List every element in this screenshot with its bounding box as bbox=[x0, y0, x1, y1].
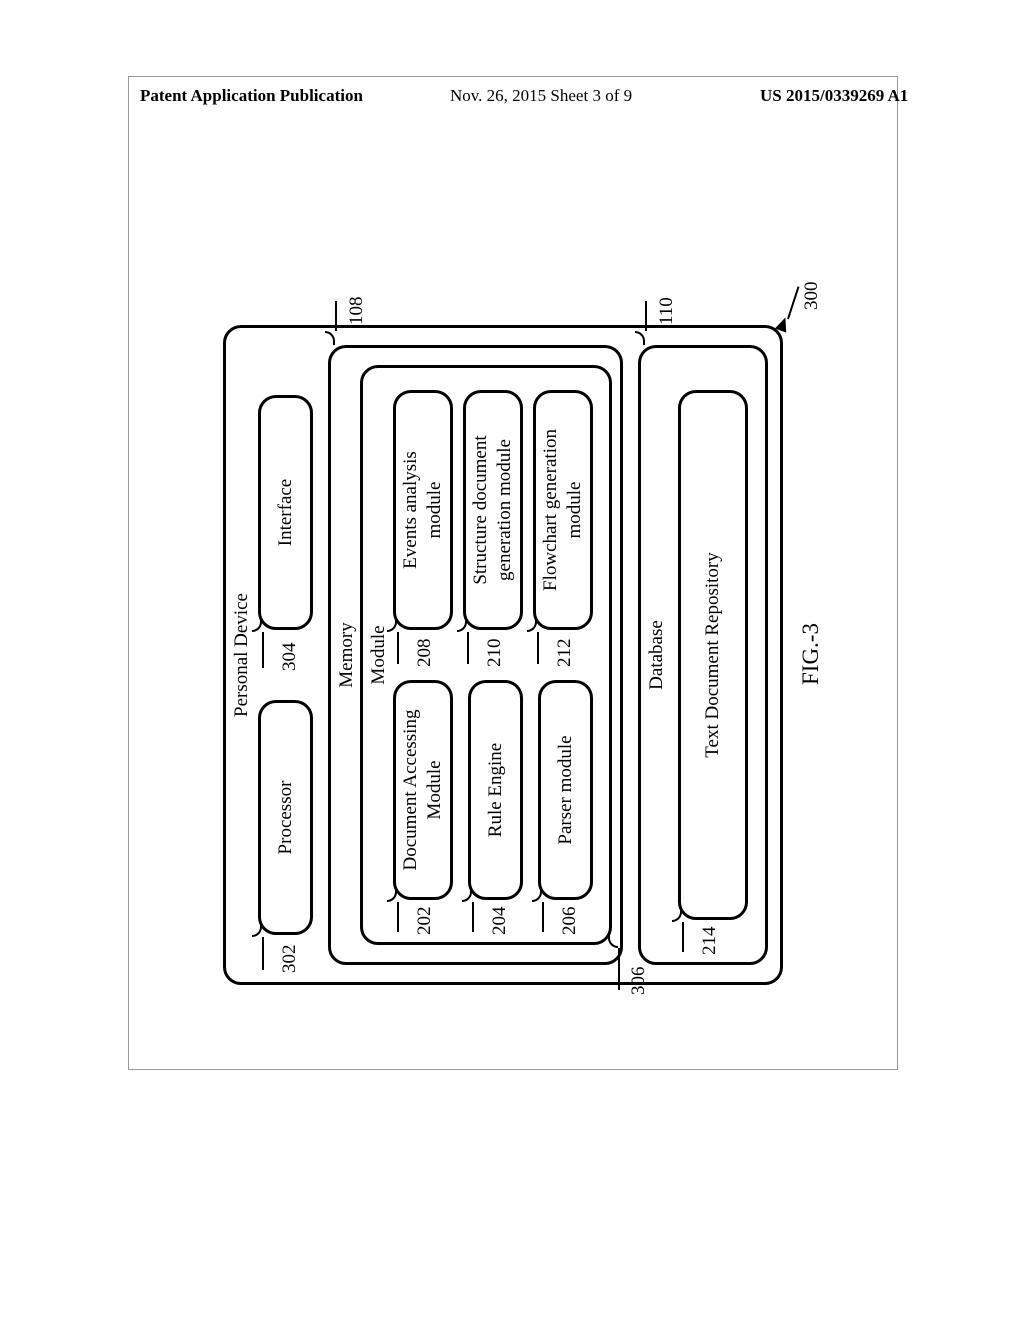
ref-interface: 304 bbox=[279, 643, 301, 672]
box-flowchart-gen: Flowchart generation module bbox=[533, 390, 593, 630]
leader-db bbox=[645, 301, 647, 331]
ref-flowchart-gen: 212 bbox=[554, 639, 576, 668]
header-center: Nov. 26, 2015 Sheet 3 of 9 bbox=[450, 86, 632, 106]
label-personal-device: Personal Device bbox=[230, 593, 254, 717]
label-doc-access: Document Accessing Module bbox=[399, 710, 447, 871]
box-repository: Text Document Repository bbox=[678, 390, 748, 920]
leader-memory bbox=[335, 301, 337, 331]
box-rule-engine: Rule Engine bbox=[468, 680, 523, 900]
ref-parser: 206 bbox=[559, 907, 581, 936]
ref-repository: 214 bbox=[699, 927, 721, 956]
diagram-stage: Personal Device Processor 302 Interface … bbox=[128, 285, 898, 1025]
ref-arrow-300: 300 bbox=[801, 282, 823, 311]
leader-flow bbox=[537, 632, 539, 664]
leader-processor bbox=[262, 937, 264, 970]
leader-parser bbox=[542, 902, 544, 932]
label-processor: Processor bbox=[274, 781, 298, 855]
box-processor: Processor bbox=[258, 700, 313, 935]
ref-events-analysis: 208 bbox=[414, 639, 436, 668]
header-left: Patent Application Publication bbox=[140, 86, 363, 106]
header-right: US 2015/0339269 A1 bbox=[760, 86, 908, 106]
figure-caption-text: FIG.-3 bbox=[798, 623, 823, 685]
leader-rule bbox=[472, 902, 474, 932]
leader-repo bbox=[682, 922, 684, 952]
leader-doc-access bbox=[397, 902, 399, 932]
leader-events bbox=[397, 632, 399, 664]
ref-rule-engine: 204 bbox=[489, 907, 511, 936]
leader-module bbox=[618, 948, 620, 990]
label-events-analysis: Events analysis module bbox=[399, 451, 447, 569]
ref-structure-doc: 210 bbox=[484, 639, 506, 668]
label-module-container: Module bbox=[367, 625, 391, 684]
box-structure-doc: Structure document generation module bbox=[463, 390, 523, 630]
label-rule-engine: Rule Engine bbox=[484, 743, 508, 837]
leader-interface bbox=[262, 632, 264, 668]
ref-module-container: 306 bbox=[628, 967, 650, 996]
label-interface: Interface bbox=[274, 479, 298, 547]
box-events-analysis: Events analysis module bbox=[393, 390, 453, 630]
label-parser: Parser module bbox=[554, 735, 578, 844]
box-doc-access: Document Accessing Module bbox=[393, 680, 453, 900]
label-database: Database bbox=[645, 620, 669, 690]
ref-database: 110 bbox=[656, 297, 678, 325]
label-repository: Text Document Repository bbox=[701, 552, 725, 758]
figure-caption: FIG.-3 bbox=[798, 623, 824, 685]
leader-struct bbox=[467, 632, 469, 664]
ref-memory: 108 bbox=[346, 297, 368, 326]
arrow-300-line bbox=[787, 286, 799, 319]
label-memory: Memory bbox=[335, 622, 359, 687]
ref-doc-access: 202 bbox=[414, 907, 436, 936]
diagram-rotator: Personal Device Processor 302 Interface … bbox=[223, 285, 803, 1025]
box-parser: Parser module bbox=[538, 680, 593, 900]
box-interface: Interface bbox=[258, 395, 313, 630]
label-structure-doc: Structure document generation module bbox=[469, 435, 517, 584]
label-flowchart-gen: Flowchart generation module bbox=[539, 429, 587, 591]
ref-processor: 302 bbox=[279, 945, 301, 974]
